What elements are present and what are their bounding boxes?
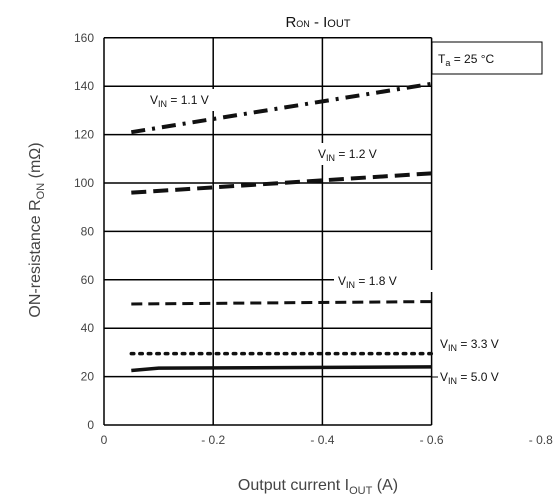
series-lines — [129, 81, 434, 373]
y-tick-label: 120 — [74, 128, 94, 142]
series-label-1: VIN = 1.2 V — [314, 143, 418, 165]
series-label-text: VIN = 3.3 V — [440, 337, 499, 353]
x-tick-label: - 0.6 — [420, 433, 444, 447]
x-axis-title: Output current IOUT (A) — [238, 477, 398, 497]
x-tick-label: - 0.2 — [201, 433, 225, 447]
series-label-bg — [314, 143, 418, 165]
y-tick-label: 40 — [81, 321, 95, 335]
series-label-bg — [334, 270, 438, 292]
series-label-0: VIN = 1.1 V — [146, 89, 250, 111]
y-tick-label: 100 — [74, 176, 94, 190]
series-label-text: VIN = 5.0 V — [440, 370, 499, 386]
tick-labels: 0 20 40 60 80 100 120 140 160 0 - 0.2 - 0.4 - 0.6 - 0… — [74, 31, 553, 447]
temperature-annotation: Ta = 25 °C — [431, 41, 543, 75]
y-tick-label: 20 — [81, 370, 95, 384]
y-axis-title: ON-resistance RON (mΩ) — [27, 142, 47, 317]
series-label-text: VIN = 1.8 V — [338, 274, 397, 290]
x-tick-label: - 0.8 — [529, 433, 553, 447]
y-tick-label: 80 — [81, 224, 95, 238]
series-line-1 — [131, 171, 432, 195]
y-tick-label: 160 — [74, 31, 94, 45]
series-line-2 — [131, 300, 432, 306]
series-labels: VIN = 1.1 V VIN = 1.2 V VIN = 1.8 V VIN = 3… — [146, 89, 499, 386]
y-tick-label: 60 — [81, 273, 95, 287]
series-label-bg — [146, 89, 250, 111]
series-line-0 — [130, 81, 432, 135]
series-label-4: VIN = 5.0 V — [440, 370, 499, 386]
series-label-3: VIN = 3.3 V — [440, 337, 499, 353]
y-tick-label: 140 — [74, 79, 94, 93]
series-line-4 — [131, 365, 432, 373]
series-label-text: VIN = 1.1 V — [150, 93, 209, 109]
x-tick-label: 0 — [101, 433, 108, 447]
chart-title: RON - IOUT — [285, 14, 350, 31]
series-label-2: VIN = 1.8 V — [334, 270, 438, 292]
series-label-text: VIN = 1.2 V — [318, 147, 377, 163]
svg-text:Ta = 25 °C: Ta = 25 °C — [438, 52, 495, 68]
x-tick-label: - 0.4 — [310, 433, 334, 447]
y-tick-label: 0 — [87, 418, 94, 432]
